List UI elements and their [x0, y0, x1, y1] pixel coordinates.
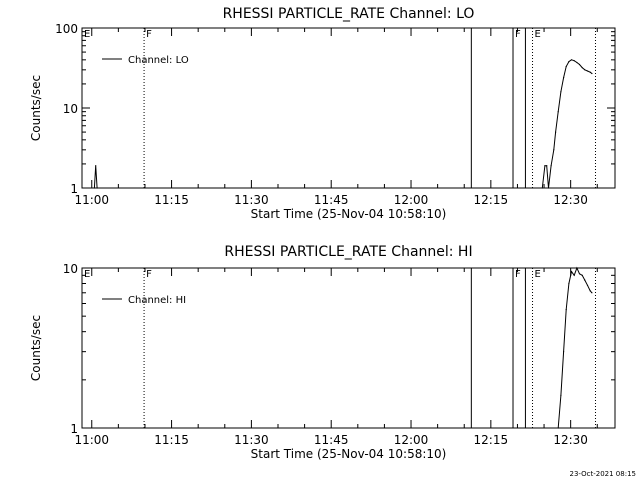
data-point	[576, 267, 578, 269]
data-point	[560, 394, 562, 396]
data-point	[573, 60, 575, 62]
data-point	[581, 67, 583, 69]
data-point	[570, 271, 573, 273]
data-point	[565, 65, 567, 68]
data-point	[563, 77, 565, 79]
data-point	[555, 131, 557, 133]
data-point	[550, 165, 552, 167]
x-tick-label: 12:15	[474, 433, 509, 447]
series-line	[557, 266, 593, 429]
y-axis-label: Counts/sec	[29, 315, 43, 381]
data-point	[557, 427, 559, 429]
x-tick-label: 12:00	[394, 433, 429, 447]
data-point	[96, 187, 98, 189]
data-point	[553, 149, 555, 151]
marker-label: E	[535, 269, 541, 280]
y-tick-label: 100	[55, 22, 78, 36]
x-tick-label: 11:15	[154, 193, 189, 207]
data-point	[581, 274, 583, 276]
x-tick-label: 11:45	[314, 193, 349, 207]
x-tick-label: 12:15	[474, 193, 509, 207]
marker-label: F	[146, 269, 152, 280]
data-point	[589, 71, 591, 73]
data-point	[589, 290, 591, 292]
y-axis-label: Counts/sec	[29, 75, 43, 141]
x-tick-label: 12:30	[553, 193, 588, 207]
x-tick-label: 11:30	[234, 193, 269, 207]
data-point	[584, 69, 586, 71]
data-point	[95, 165, 97, 167]
data-point	[578, 63, 581, 66]
marker-label: F	[515, 269, 521, 280]
data-point	[557, 111, 559, 113]
marker-label: E	[535, 29, 541, 40]
data-point	[570, 59, 573, 61]
plot-frame	[81, 27, 616, 189]
data-point	[546, 165, 548, 167]
data-point	[576, 61, 578, 64]
data-point	[584, 279, 586, 281]
marker-label: F	[146, 29, 152, 40]
y-tick-label: 10	[63, 102, 78, 116]
data-point	[547, 187, 550, 189]
data-point	[591, 72, 593, 75]
data-point	[565, 308, 567, 311]
data-point	[591, 292, 593, 294]
footer-timestamp: 23-Oct-2021 08:15	[570, 470, 636, 478]
x-tick-label: 11:15	[154, 433, 189, 447]
chart-title: RHESSI PARTICLE_RATE Channel: LO	[223, 6, 475, 22]
x-tick-label: 12:00	[394, 193, 429, 207]
data-point	[563, 351, 565, 353]
x-axis-label: Start Time (25-Nov-04 10:58:10)	[251, 447, 447, 461]
x-tick-label: 11:45	[314, 433, 349, 447]
legend-entry: Channel: HI	[128, 295, 186, 306]
data-point	[544, 165, 546, 167]
data-point	[541, 187, 543, 189]
x-tick-label: 12:30	[553, 433, 588, 447]
data-point	[568, 282, 570, 285]
data-point	[560, 91, 562, 93]
data-point	[578, 273, 581, 275]
marker-label: E	[84, 269, 90, 280]
y-tick-label: 1	[70, 422, 78, 436]
y-tick-label: 10	[63, 262, 78, 276]
data-point	[573, 274, 575, 276]
chart-title: RHESSI PARTICLE_RATE Channel: HI	[224, 244, 472, 260]
marker-label: F	[515, 29, 521, 40]
data-point	[586, 70, 589, 72]
marker-label: E	[84, 29, 90, 40]
series-line	[93, 59, 593, 189]
plot-frame	[81, 267, 616, 429]
legend-entry: Channel: LO	[128, 55, 189, 66]
data-point	[568, 61, 570, 63]
x-tick-label: 11:30	[234, 433, 269, 447]
data-point	[586, 284, 589, 286]
x-axis-label: Start Time (25-Nov-04 10:58:10)	[251, 207, 447, 221]
x-tick-label: 11:00	[74, 193, 109, 207]
y-tick-label: 1	[70, 182, 78, 196]
x-tick-label: 11:00	[74, 433, 109, 447]
data-point	[93, 187, 95, 189]
